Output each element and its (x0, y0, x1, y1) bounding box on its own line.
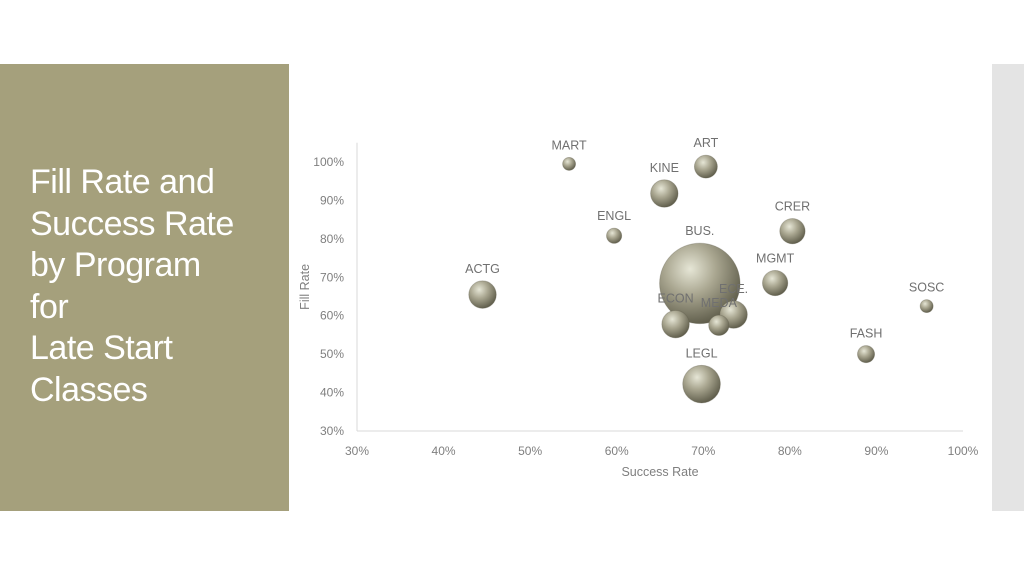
bubble-legl (682, 364, 721, 404)
bubble-label: CRER (775, 199, 810, 213)
bubble-label: SOSC (909, 281, 944, 295)
right-edge-strip (992, 64, 1024, 511)
bubble-label: ART (693, 136, 718, 150)
bubble-bus (659, 242, 741, 325)
x-tick-label: 70% (691, 444, 715, 458)
x-axis-title: Success Rate (621, 465, 698, 479)
y-tick-label: 90% (320, 193, 344, 207)
bubble-actg (468, 280, 497, 309)
bubble-label: ECON (658, 291, 694, 305)
title-line: by Program (30, 246, 201, 284)
bubble-label: MART (552, 138, 588, 152)
bubble-label: LEGL (686, 346, 718, 360)
slide-title: Fill Rate and Success Rate by Program fo… (30, 162, 280, 411)
bubble-mart (562, 157, 576, 171)
y-tick-label: 60% (320, 309, 344, 323)
y-tick-label: 50% (320, 347, 344, 361)
bubble-label: FASH (850, 327, 883, 341)
bubble-label: MGMT (756, 251, 795, 265)
y-tick-label: 80% (320, 232, 344, 246)
x-tick-label: 40% (432, 444, 456, 458)
bubble-crer (779, 218, 806, 245)
bubble-sosc (919, 299, 934, 314)
x-tick-label: 80% (778, 444, 802, 458)
title-line: for (30, 287, 69, 326)
title-panel (0, 64, 289, 511)
title-line: Success Rate (30, 204, 234, 243)
bubble-label: ACTG (465, 262, 500, 276)
bubble-label: KINE (650, 161, 679, 175)
bubble-meda (708, 314, 730, 336)
bubble-label: ENGL (597, 209, 631, 223)
y-tick-label: 30% (320, 424, 344, 438)
title-line: Late Start (30, 329, 173, 367)
x-tick-label: 60% (605, 444, 629, 458)
bubble-kine (650, 179, 679, 208)
x-tick-label: 100% (948, 444, 979, 458)
bubble-art (693, 154, 718, 179)
bubble-label: BUS. (685, 224, 714, 238)
bubble-econ (661, 310, 690, 339)
y-tick-label: 100% (313, 155, 344, 169)
bubble-fash (857, 345, 876, 364)
x-tick-label: 90% (864, 444, 888, 458)
x-tick-label: 50% (518, 444, 542, 458)
bubble-label: ECE. (719, 282, 748, 296)
bubble-label: MEDA (701, 296, 738, 310)
y-axis-title: Fill Rate (298, 264, 312, 310)
bubble-engl (606, 227, 623, 244)
title-line: Fill Rate and (30, 163, 215, 201)
bubble-mgmt (762, 269, 789, 297)
y-tick-label: 40% (320, 386, 344, 400)
title-line: Classes (30, 370, 148, 409)
x-tick-label: 30% (345, 444, 369, 458)
y-tick-label: 70% (320, 270, 344, 284)
